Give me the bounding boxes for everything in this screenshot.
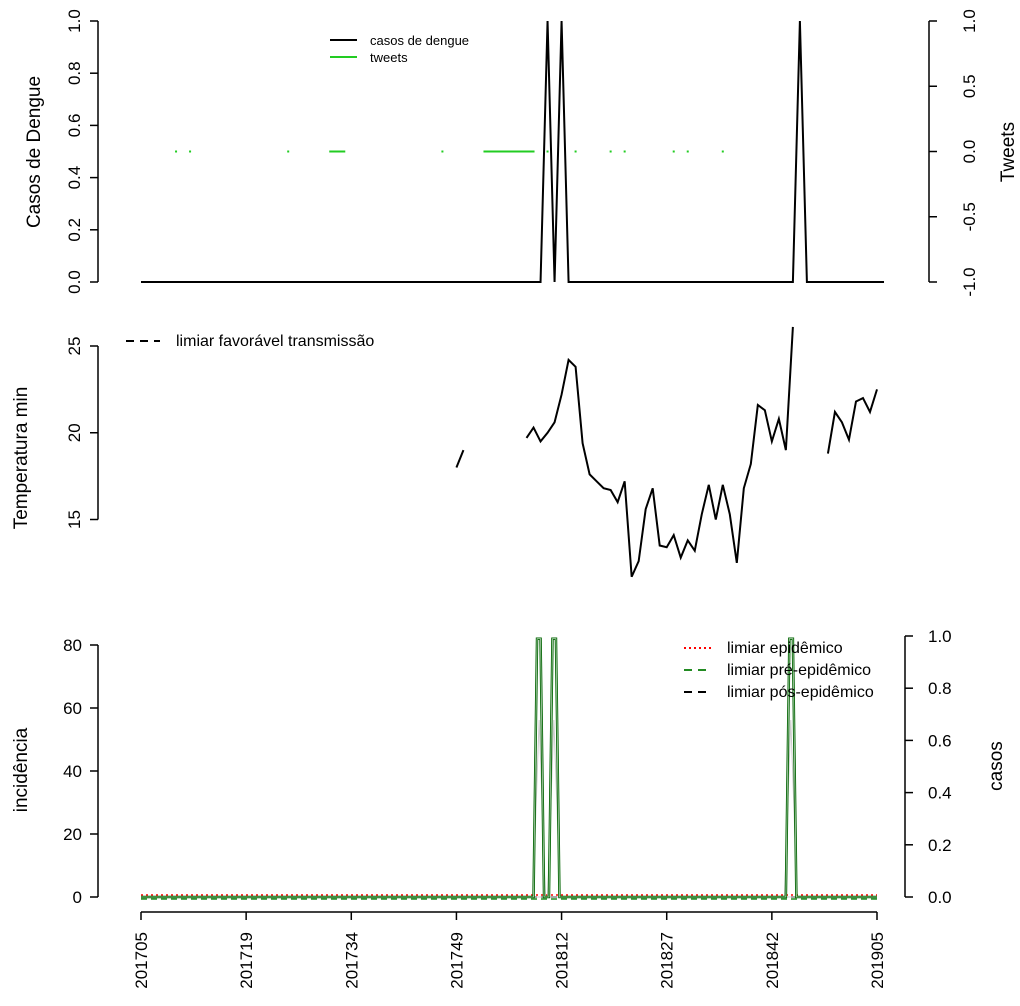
- p3-left-tick-label: 40: [63, 762, 82, 781]
- p1-left-tick-label: 0.8: [65, 61, 84, 85]
- p3-x-tick-label: 201842: [763, 932, 782, 989]
- p3-y-axis-label: incidência: [11, 727, 32, 812]
- p3-legend-label-epidemic: limiar epidêmico: [727, 640, 843, 657]
- p3-x-tick-label: 201719: [237, 932, 256, 989]
- p1-left-tick-label: 0.2: [65, 218, 84, 242]
- p1-y2-axis-label: Tweets: [998, 122, 1019, 182]
- p1-right-tick-label: -1.0: [960, 267, 979, 296]
- p1-left-tick-label: 0.6: [65, 114, 84, 138]
- p2-temperature-line: [525, 326, 794, 578]
- p2-left-tick-label: 15: [65, 510, 84, 529]
- p1-left-tick-label: 0.4: [65, 166, 84, 190]
- p3-y2-axis-label: casos: [986, 741, 1007, 791]
- p3-legend-label-post-epidemic: limiar pós-epidêmico: [727, 684, 874, 701]
- p1-legend-label-tweets: tweets: [370, 50, 408, 65]
- p3-incidence-line-inner: [141, 638, 877, 898]
- p3-x-tick-label: 201749: [447, 932, 466, 989]
- p2-temperature-line: [826, 389, 878, 454]
- p1-right-tick-label: 0.0: [960, 140, 979, 164]
- p2-y-axis-label: Temperatura min: [11, 387, 32, 530]
- p1-dengue-cases-line: [141, 20, 885, 283]
- p3-left-tick-label: 0: [73, 888, 82, 907]
- p3-x-tick-label: 201905: [868, 932, 887, 989]
- p1-right-tick-label: -0.5: [960, 202, 979, 231]
- p3-x-tick-label: 201734: [342, 932, 361, 989]
- p3-left-tick-label: 20: [63, 825, 82, 844]
- p2-temperature-line: [455, 449, 465, 468]
- p2-left-tick-label: 20: [65, 423, 84, 442]
- p3-right-tick-label: 0.4: [928, 784, 952, 803]
- p3-right-tick-label: 0.8: [928, 679, 952, 698]
- p1-right-tick-label: 1.0: [960, 9, 979, 33]
- p3-left-tick-label: 60: [63, 699, 82, 718]
- p1-left-tick-label: 0.0: [65, 270, 84, 294]
- p3-right-tick-label: 0.0: [928, 888, 952, 907]
- p3-left-tick-label: 80: [63, 636, 82, 655]
- p3-right-tick-label: 0.6: [928, 731, 952, 750]
- p3-legend-label-pre-epidemic: limiar pré-epidêmico: [727, 662, 871, 679]
- p2-left-tick-label: 25: [65, 337, 84, 356]
- p2-legend-label-threshold: limiar favorável transmissão: [176, 333, 374, 350]
- p3-x-tick-label: 201812: [553, 932, 572, 989]
- p1-right-tick-label: 0.5: [960, 74, 979, 98]
- p3-x-tick-label: 201827: [658, 932, 677, 989]
- p1-y-axis-label: Casos de Dengue: [24, 76, 45, 228]
- p1-legend-label-dengue: casos de dengue: [370, 33, 469, 48]
- p3-right-tick-label: 1.0: [928, 627, 952, 646]
- p1-left-tick-label: 1.0: [65, 9, 84, 33]
- p3-right-tick-label: 0.2: [928, 836, 952, 855]
- p3-x-tick-label: 201705: [132, 932, 151, 989]
